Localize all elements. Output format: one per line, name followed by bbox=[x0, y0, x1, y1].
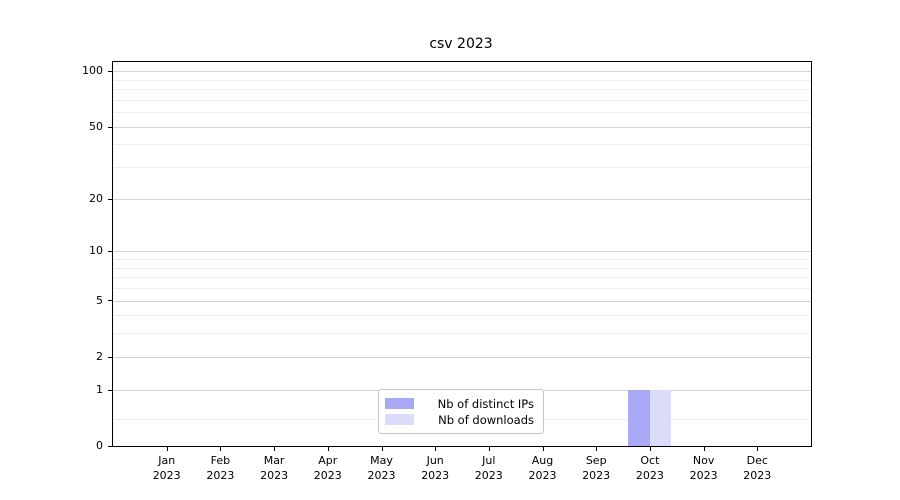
y-tick-label: 1 bbox=[96, 382, 103, 396]
legend-label-downloads: Nb of downloads bbox=[438, 412, 534, 427]
y-tick-label: 5 bbox=[96, 293, 103, 307]
x-tick-mark bbox=[703, 447, 705, 451]
gridline-minor bbox=[113, 288, 811, 289]
x-tick-mark bbox=[166, 447, 168, 451]
x-tick-mark bbox=[381, 447, 383, 451]
gridline-major bbox=[113, 126, 811, 128]
x-tick-label: Mar 2023 bbox=[260, 454, 289, 482]
gridline-major bbox=[113, 198, 811, 200]
x-tick-label: Dec 2023 bbox=[743, 454, 772, 482]
y-tick-label: 10 bbox=[89, 244, 103, 258]
x-tick-label: Nov 2023 bbox=[689, 454, 718, 482]
gridline-minor bbox=[113, 144, 811, 146]
y-tick-mark bbox=[108, 300, 112, 301]
gridline-major bbox=[113, 251, 811, 253]
x-tick-label: Jul 2023 bbox=[474, 454, 503, 482]
x-tick-label: Apr 2023 bbox=[313, 454, 342, 482]
x-tick-mark bbox=[757, 447, 759, 451]
legend-label-distinct-ips: Nb of distinct IPs bbox=[437, 396, 534, 411]
legend-swatch-downloads bbox=[385, 414, 414, 425]
x-tick-label: Jun 2023 bbox=[421, 454, 450, 482]
gridline-minor bbox=[113, 315, 811, 317]
x-tick-mark bbox=[488, 447, 490, 451]
gridline-minor bbox=[113, 267, 811, 269]
y-tick-label: 20 bbox=[89, 191, 103, 205]
y-tick-mark bbox=[108, 71, 112, 72]
chart-title: csv 2023 bbox=[429, 36, 493, 52]
gridline-minor bbox=[113, 112, 811, 114]
x-tick-mark bbox=[274, 447, 276, 451]
x-tick-mark bbox=[649, 447, 651, 451]
legend: Nb of distinct IPs Nb of downloads bbox=[378, 389, 544, 434]
x-tick-mark bbox=[435, 447, 437, 451]
x-tick-label: Feb 2023 bbox=[206, 454, 235, 482]
y-tick-mark bbox=[108, 127, 112, 128]
gridline-minor bbox=[113, 89, 811, 91]
x-tick-label: Aug 2023 bbox=[528, 454, 557, 482]
gridline-major bbox=[113, 300, 811, 302]
x-tick-label: Oct 2023 bbox=[635, 454, 664, 482]
gridline-minor bbox=[113, 79, 811, 81]
bar-nb-of-downloads bbox=[649, 389, 672, 446]
legend-swatch-distinct-ips bbox=[385, 398, 414, 409]
x-tick-label: May 2023 bbox=[367, 454, 396, 482]
x-tick-mark bbox=[220, 447, 222, 451]
x-tick-label: Jan 2023 bbox=[152, 454, 181, 482]
gridline-major bbox=[113, 71, 811, 73]
gridline-minor bbox=[113, 333, 811, 335]
gridline-minor bbox=[113, 99, 811, 101]
y-tick-mark bbox=[108, 199, 112, 200]
y-tick-label: 0 bbox=[96, 439, 103, 452]
y-tick-label: 50 bbox=[89, 119, 103, 133]
gridline-minor bbox=[113, 277, 811, 279]
gridline-minor bbox=[113, 167, 811, 169]
gridline-minor bbox=[113, 259, 811, 260]
bar-nb-of-distinct-ips bbox=[628, 389, 650, 446]
x-tick-mark bbox=[327, 447, 329, 451]
x-tick-label: Sep 2023 bbox=[582, 454, 611, 482]
y-tick-label: 100 bbox=[82, 64, 103, 78]
y-tick-mark bbox=[108, 357, 112, 358]
legend-item-downloads: Nb of downloads bbox=[385, 412, 534, 427]
legend-item-distinct-ips: Nb of distinct IPs bbox=[385, 396, 534, 411]
y-tick-mark bbox=[108, 390, 112, 391]
plot-area: 0 1 2 5 10 20 50 100 Jan 2023 Feb 2023 Mar 2023 Apr… bbox=[82, 61, 812, 482]
x-tick-mark bbox=[596, 447, 598, 451]
gridline-major bbox=[113, 356, 811, 358]
y-tick-mark bbox=[108, 251, 112, 252]
x-tick-mark bbox=[542, 447, 544, 451]
y-tick-mark bbox=[108, 446, 112, 447]
y-tick-label: 2 bbox=[96, 349, 103, 363]
